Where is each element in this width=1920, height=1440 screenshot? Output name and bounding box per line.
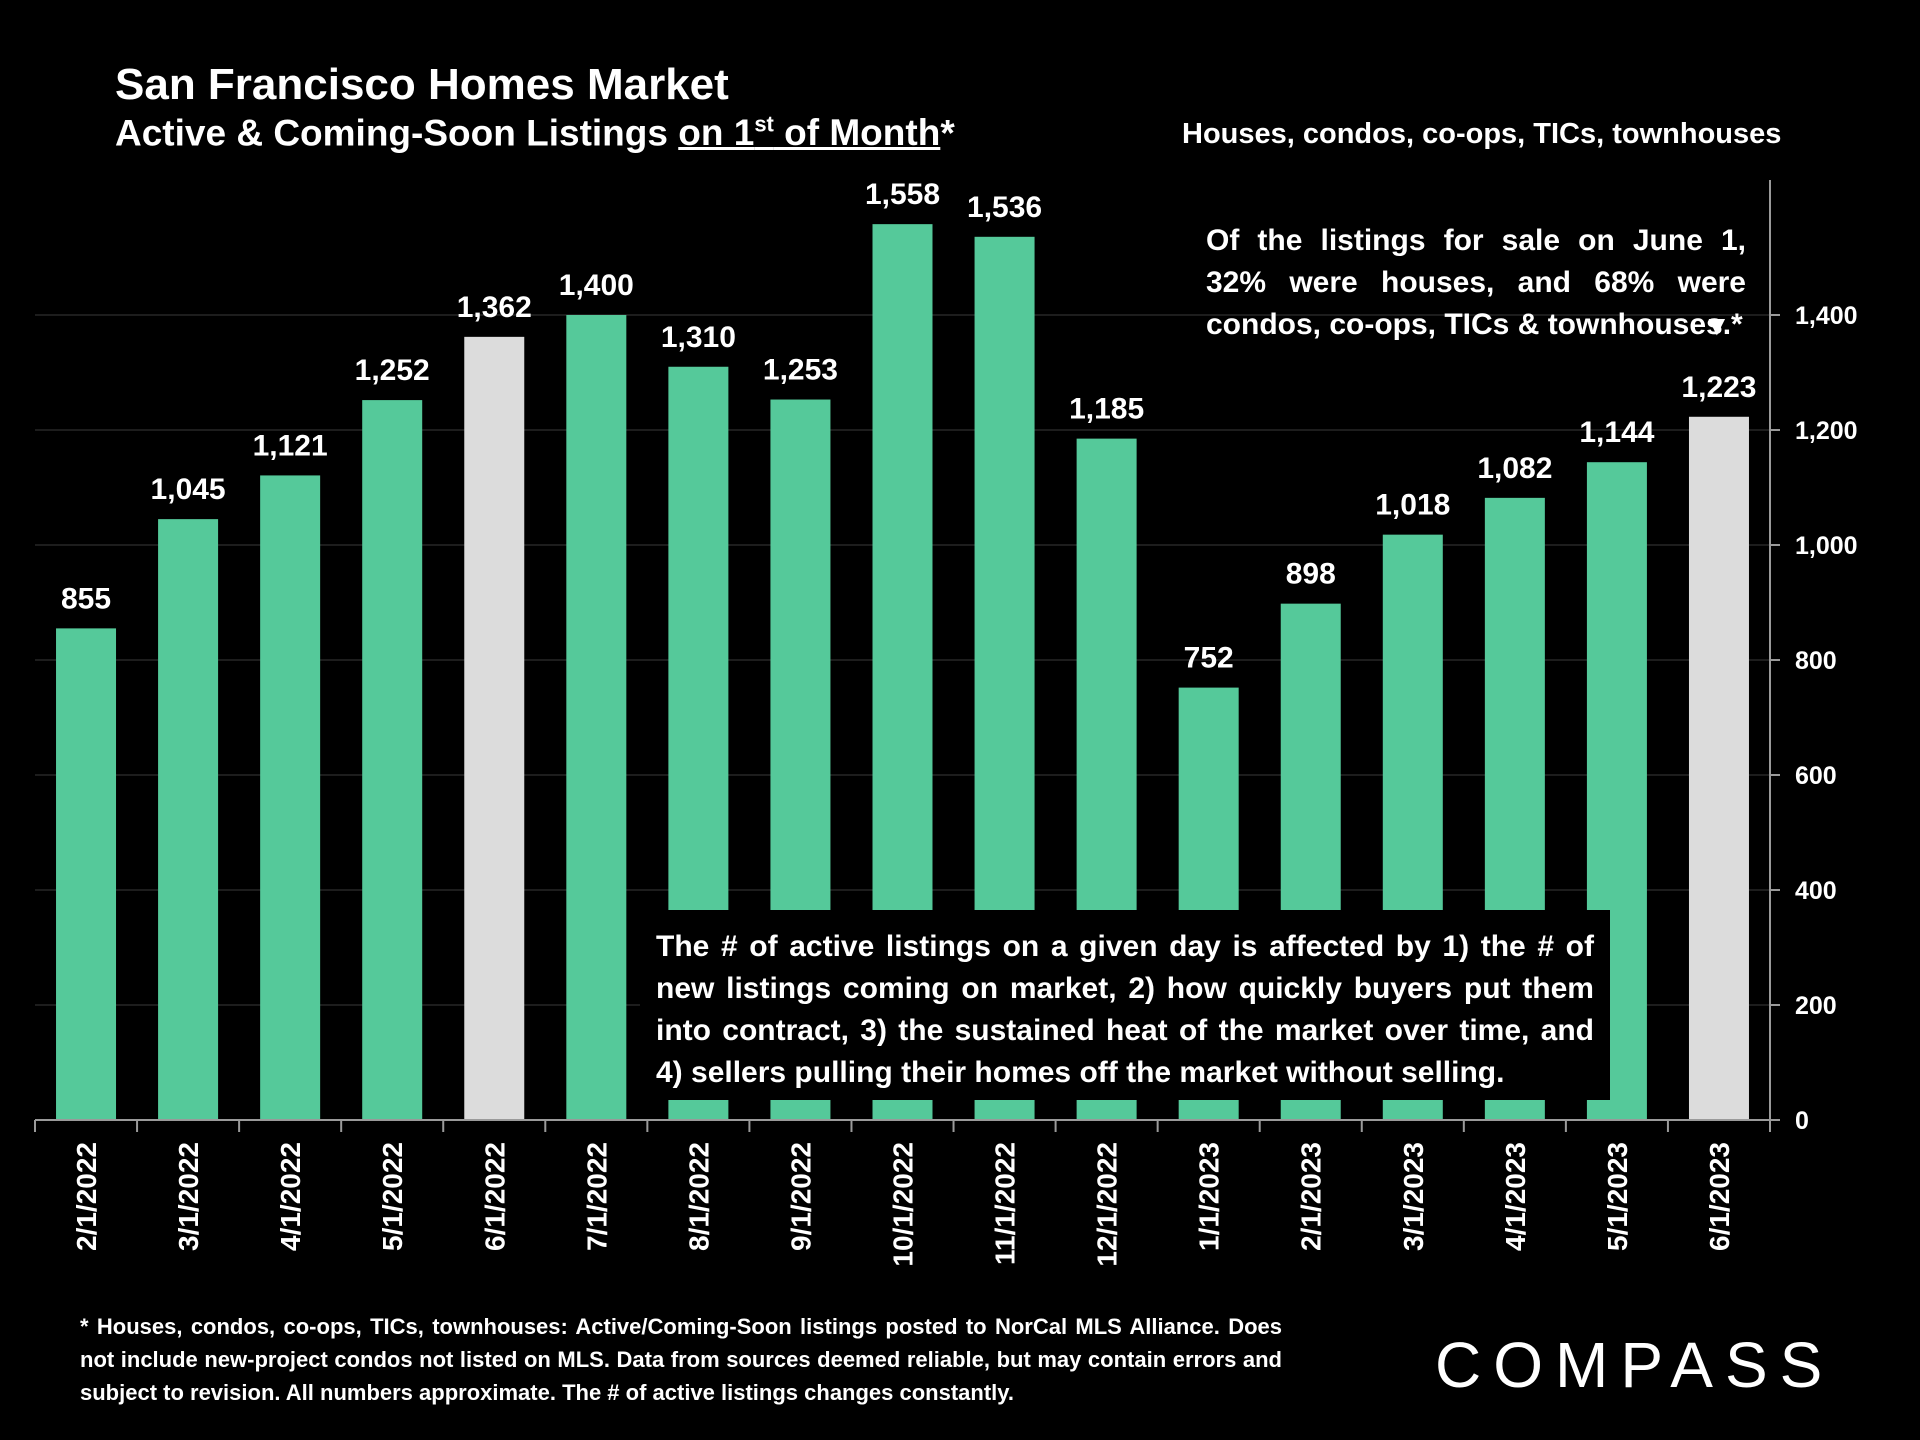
chart-subtitle: Active & Coming-Soon Listings on 1st of … bbox=[115, 112, 955, 154]
data-label: 1,253 bbox=[763, 354, 838, 387]
bar-5/1/2022 bbox=[362, 400, 423, 1121]
bar-6/1/2023 bbox=[1688, 416, 1749, 1120]
data-label: 1,045 bbox=[151, 473, 226, 506]
active-listings-note: The # of active listings on a given day … bbox=[640, 910, 1610, 1100]
compass-logo: COMPASS bbox=[1435, 1329, 1835, 1401]
june-listings-note: Of the listings for sale on June 1, 32% … bbox=[1206, 224, 1746, 341]
data-label: 752 bbox=[1184, 642, 1234, 675]
x-tick-label: 7/1/2022 bbox=[581, 1142, 612, 1251]
down-arrow-icon: ▼ bbox=[1703, 310, 1731, 341]
scope-label: Houses, condos, co-ops, TICs, townhouses bbox=[1182, 118, 1782, 150]
y-tick-label: 200 bbox=[1795, 992, 1837, 1020]
y-tick-label: 1,200 bbox=[1795, 417, 1858, 445]
footnote: * Houses, condos, co-ops, TICs, townhous… bbox=[80, 1314, 1282, 1405]
y-tick-label: 600 bbox=[1795, 762, 1837, 790]
x-tick-label: 11/1/2022 bbox=[990, 1142, 1021, 1265]
x-tick-label: 9/1/2022 bbox=[785, 1142, 816, 1251]
x-tick-label: 1/1/2023 bbox=[1194, 1142, 1225, 1251]
x-tick-label: 12/1/2022 bbox=[1092, 1142, 1123, 1267]
x-tick-label: 5/1/2023 bbox=[1602, 1142, 1633, 1251]
data-label: 1,310 bbox=[661, 321, 736, 354]
data-label: 1,144 bbox=[1579, 416, 1654, 449]
bar-3/1/2022 bbox=[158, 519, 219, 1120]
data-label: 1,536 bbox=[967, 191, 1042, 224]
bar-7/1/2022 bbox=[566, 315, 627, 1120]
y-tick-label: 1,000 bbox=[1795, 532, 1858, 560]
y-tick-label: 0 bbox=[1795, 1107, 1809, 1135]
x-tick-label: 2/1/2023 bbox=[1296, 1142, 1327, 1251]
x-tick-label: 4/1/2022 bbox=[275, 1142, 306, 1251]
data-label: 1,018 bbox=[1375, 489, 1450, 522]
x-tick-label: 4/1/2023 bbox=[1500, 1142, 1531, 1251]
bar-4/1/2022 bbox=[260, 475, 321, 1120]
x-tick-label: 10/1/2022 bbox=[888, 1142, 919, 1267]
bar-6/1/2022 bbox=[464, 336, 525, 1121]
data-label: 1,082 bbox=[1477, 452, 1552, 485]
bar-2/1/2022 bbox=[56, 628, 117, 1120]
x-tick-label: 5/1/2022 bbox=[377, 1142, 408, 1251]
data-label: 1,558 bbox=[865, 178, 940, 211]
data-label: 1,121 bbox=[253, 429, 328, 462]
x-tick-label: 3/1/2023 bbox=[1398, 1142, 1429, 1251]
chart-title: San Francisco Homes Market bbox=[115, 60, 729, 109]
x-tick-label: 2/1/2022 bbox=[71, 1142, 102, 1251]
x-tick-label: 3/1/2022 bbox=[173, 1142, 204, 1251]
data-label: 855 bbox=[61, 582, 111, 615]
x-tick-label: 6/1/2023 bbox=[1704, 1142, 1735, 1251]
axes: 0 200 400 600 800 1,000 1,200 1,400 2/1/2022 3/1/… bbox=[34, 180, 1858, 1267]
value-labels: 855 1,045 1,121 1,252 1,362 1,400 1,310 1,253 1,… bbox=[61, 178, 1757, 674]
data-label: 1,362 bbox=[457, 291, 532, 324]
data-label: 1,185 bbox=[1069, 393, 1144, 426]
y-tick-label: 1,400 bbox=[1795, 302, 1858, 330]
data-label: 1,252 bbox=[355, 354, 430, 387]
data-label: 1,400 bbox=[559, 269, 634, 302]
data-label: 898 bbox=[1286, 558, 1336, 591]
x-tick-label: 8/1/2022 bbox=[683, 1142, 714, 1251]
y-tick-label: 800 bbox=[1795, 647, 1837, 675]
data-label: 1,223 bbox=[1681, 371, 1756, 404]
x-tick-label: 6/1/2022 bbox=[479, 1142, 510, 1251]
y-tick-label: 400 bbox=[1795, 877, 1837, 905]
